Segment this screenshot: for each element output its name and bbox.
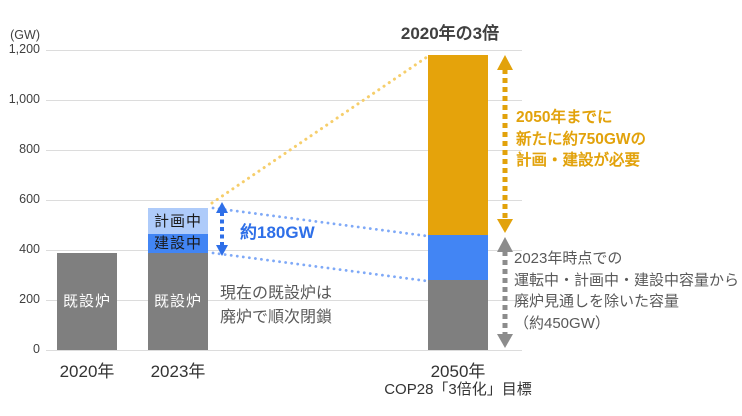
bar-segment: 建設中 xyxy=(148,233,208,253)
remaining-note-line: （約450GW） xyxy=(514,314,610,332)
bar-segment xyxy=(428,235,488,280)
new-build-note-line: 2050年までに xyxy=(516,109,613,126)
x-axis-label: COP28「3倍化」目標 xyxy=(384,381,532,398)
bar-segment: 既設炉 xyxy=(57,252,117,350)
new-build-note-line: 計画・建設が必要 xyxy=(516,152,641,169)
bar-segment xyxy=(428,55,488,235)
new-build-note: 2050年までに 新たに約750GWの 計画・建設が必要 xyxy=(516,107,646,172)
new-build-note-line: 新たに約750GWの xyxy=(516,130,647,148)
arrow-new-build-750gw xyxy=(497,55,513,233)
y-tick-label: 800 xyxy=(19,142,40,156)
bar-segment xyxy=(428,280,488,350)
triple-of-2020-label: 2020年の3倍 xyxy=(400,24,500,43)
closure-note-line: 廃炉で順次閉鎖 xyxy=(220,309,333,326)
y-tick-label: 1,000 xyxy=(8,92,40,106)
arrow-180gw xyxy=(216,202,228,256)
remaining-capacity-note: 2023年時点での 運転中・計画中・建設中容量から 廃炉見通しを除いた容量 （約… xyxy=(514,248,739,334)
x-axis-label: 2020年 xyxy=(59,362,115,381)
bar-segment: 既設炉 xyxy=(148,252,208,350)
growth-connector-line xyxy=(210,55,429,205)
bar-segment-label: 既設炉 xyxy=(62,293,111,311)
x-axis-label: 2023年 xyxy=(150,362,206,381)
bar-segment-label: 建設中 xyxy=(153,235,202,253)
bar-segment-label: 既設炉 xyxy=(153,293,202,311)
capacity-connector-line-lower xyxy=(211,251,429,283)
bar-segment-label: 計画中 xyxy=(153,212,202,230)
gridline xyxy=(46,50,522,51)
y-tick-label: 600 xyxy=(19,192,40,206)
gridline xyxy=(46,250,522,251)
y-tick-label: 1,200 xyxy=(8,42,40,56)
remaining-note-line: 2023年時点での xyxy=(514,250,623,267)
x-axis-label: 2050年 xyxy=(430,362,486,381)
closure-note-line: 現在の既設炉は xyxy=(220,285,333,302)
arrow-180gw-label: 約180GW xyxy=(240,223,315,242)
closure-note: 現在の既設炉は 廃炉で順次閉鎖 xyxy=(220,282,332,330)
gridline xyxy=(46,350,522,351)
y-axis-unit-label: (GW) xyxy=(10,28,40,42)
remaining-note-line: 運転中・計画中・建設中容量から xyxy=(514,271,740,289)
y-tick-label: 0 xyxy=(33,342,40,356)
y-tick-label: 400 xyxy=(19,242,40,256)
bar-segment: 計画中 xyxy=(148,207,208,234)
gridline xyxy=(46,300,522,301)
remaining-note-line: 廃炉見通しを除いた容量 xyxy=(514,293,680,310)
arrow-remaining-450gw xyxy=(497,237,513,348)
y-tick-label: 200 xyxy=(19,292,40,306)
